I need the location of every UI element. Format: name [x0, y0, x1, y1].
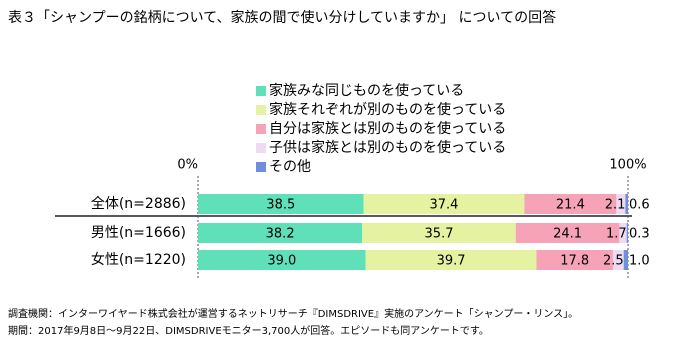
bar-segment: [365, 250, 537, 270]
bar-segment: [524, 194, 617, 214]
bar-segment: [612, 250, 624, 270]
legend-label: 自分は家族とは別のものを使っている: [269, 120, 506, 137]
chart-title: 表３「シャンプーの銘柄について、家族の間で使い分けしていますか」 についての回答: [8, 9, 556, 26]
value-label: 38.5: [266, 198, 295, 213]
bar-segment: [623, 250, 628, 270]
value-label: 17.8: [560, 254, 589, 269]
value-label: 0.6: [629, 198, 650, 213]
value-label: 2.5: [603, 254, 624, 269]
value-label: 1.0: [629, 254, 650, 269]
bar-segment: [536, 250, 613, 270]
bar-segment: [363, 194, 525, 214]
legend-label: 家族みな同じものを使っている: [269, 82, 464, 99]
legend-marker: [256, 105, 266, 115]
legend-marker: [256, 124, 266, 134]
legend-marker: [256, 143, 266, 153]
x-tick-label: 100%: [609, 158, 646, 173]
value-label: 2.1: [605, 198, 626, 213]
value-label: 24.1: [553, 227, 582, 242]
bar-segment: [626, 223, 628, 243]
category-label: 女性(n=1220): [91, 251, 186, 268]
value-label: 0.3: [629, 227, 650, 242]
note: 期間：2017年9月8日～9月22日、DIMSDRIVEモニター3,700人が回…: [8, 324, 489, 337]
value-label: 39.0: [267, 254, 296, 269]
note: 調査機関：インターワイヤード株式会社が運営するネットリサーチ『DIMSDRIVE…: [8, 307, 578, 320]
bar-segment: [362, 223, 516, 243]
value-label: 35.7: [425, 227, 454, 242]
category-label: 全体(n=2886): [91, 195, 186, 212]
legend-marker: [256, 86, 266, 96]
value-label: 37.4: [429, 198, 458, 213]
category-label: 男性(n=1666): [91, 225, 186, 241]
bar-segment: [198, 250, 366, 270]
legend-label: 家族それぞれが別のものを使っている: [269, 101, 506, 118]
bar-segment: [515, 223, 620, 243]
bar-segment: [198, 194, 364, 214]
legend-label: その他: [269, 159, 311, 175]
x-tick-label: 0%: [177, 158, 198, 173]
legend-label: 子供は家族とは別のものを使っている: [269, 139, 506, 156]
value-label: 21.4: [556, 198, 585, 213]
legend-marker: [256, 162, 266, 172]
bar-segment: [616, 194, 626, 214]
bar-segment: [619, 223, 627, 243]
value-label: 39.7: [437, 254, 466, 269]
value-label: 1.7: [606, 227, 627, 242]
value-label: 38.2: [266, 227, 295, 242]
bar-segment: [625, 194, 628, 214]
bar-segment: [198, 223, 363, 243]
